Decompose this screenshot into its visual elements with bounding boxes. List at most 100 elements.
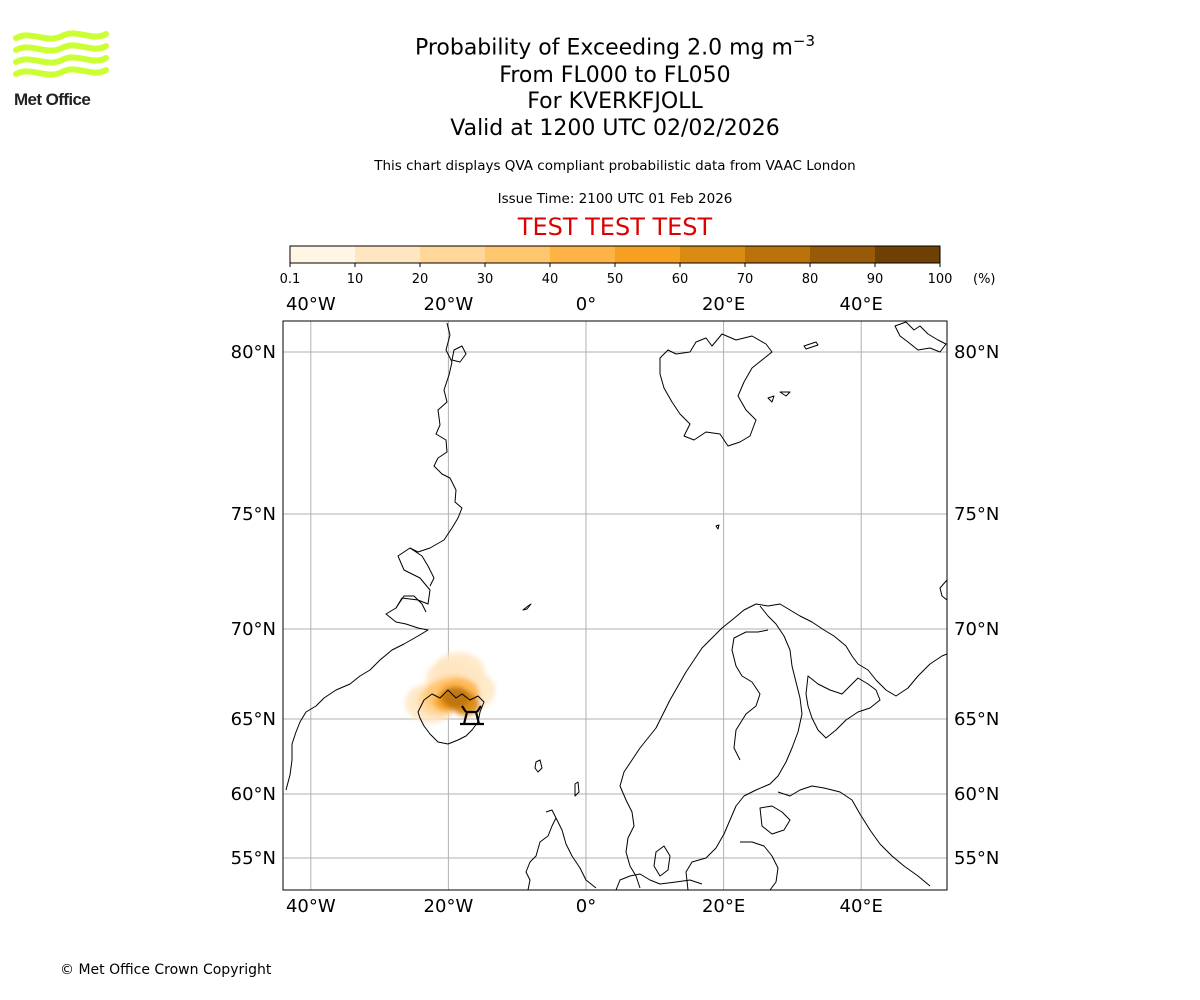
lat-label-left: 65°N xyxy=(231,709,276,730)
lat-label-left: 70°N xyxy=(231,619,276,640)
lat-label-right: 65°N xyxy=(954,709,999,730)
lat-label-right: 70°N xyxy=(954,619,999,640)
met-office-logo: Met Office xyxy=(12,28,112,118)
lon-label-bottom: 20°E xyxy=(702,896,745,917)
flight-level-range: From FL000 to FL050 xyxy=(499,63,731,88)
chart-title-exponent: −3 xyxy=(792,32,816,50)
coast-gulf-bothnia xyxy=(731,629,769,761)
coast-uk-east xyxy=(555,817,597,889)
latitude-labels-right: 80°N 75°N 70°N 65°N 60°N 55°N xyxy=(954,342,999,869)
coast-greenland-fjord-2 xyxy=(395,595,427,613)
coast-novaya-zemlya xyxy=(939,579,947,601)
colorbar-tick-label: 10 xyxy=(347,272,364,287)
colorbar-segment-8 xyxy=(810,246,876,263)
coastlines xyxy=(285,321,947,890)
coast-svalbard-east xyxy=(767,391,791,403)
lon-label-top: 40°W xyxy=(286,294,336,315)
test-banner: TEST TEST TEST xyxy=(517,213,713,241)
coast-greenland-fjord-1 xyxy=(409,547,435,587)
coast-bear-island xyxy=(715,524,720,530)
coast-jan-mayen xyxy=(522,603,532,611)
lat-label-left: 60°N xyxy=(231,784,276,805)
lat-label-right: 75°N xyxy=(954,504,999,525)
coast-kvitoya xyxy=(803,341,819,350)
coast-baltic xyxy=(685,605,803,890)
coast-faroe xyxy=(534,759,543,773)
copyright: © Met Office Crown Copyright xyxy=(60,962,272,978)
colorbar-segment-7 xyxy=(745,246,811,263)
colorbar-tick-label: 0.1 xyxy=(280,272,301,287)
lat-label-left: 55°N xyxy=(231,848,276,869)
colorbar-segment-1 xyxy=(355,246,421,263)
chart-title-text: Probability of Exceeding 2.0 mg m xyxy=(414,35,793,61)
latitude-labels-left: 80°N 75°N 70°N 65°N 60°N 55°N xyxy=(231,342,276,869)
colorbar-tick-label: 80 xyxy=(802,272,819,287)
colorbar-segment-5 xyxy=(615,246,681,263)
longitude-labels-bottom: 40°W 20°W 0° 20°E 40°E xyxy=(286,896,883,917)
logo-wave-1 xyxy=(13,42,109,54)
lon-label-top: 20°E xyxy=(702,294,745,315)
lon-label-top: 0° xyxy=(576,294,596,315)
colorbar-tick-label: 40 xyxy=(542,272,559,287)
colorbar-tick-label: 70 xyxy=(737,272,754,287)
lat-label-left: 75°N xyxy=(231,504,276,525)
map-frame xyxy=(282,320,948,891)
logo-wave-0 xyxy=(13,30,109,42)
coast-greenland-north xyxy=(451,345,467,363)
coast-shetland xyxy=(574,781,580,797)
colorbar-unit: (%) xyxy=(973,272,996,287)
colorbar-tick-label: 90 xyxy=(867,272,884,287)
colorbar-tick-labels: 0.1 10 20 30 40 50 60 70 80 90 100 xyxy=(280,263,953,287)
lon-label-bottom: 20°W xyxy=(424,896,474,917)
colorbar-segment-2 xyxy=(420,246,486,263)
coast-uk xyxy=(525,809,557,890)
probability-plume xyxy=(405,652,496,723)
colorbar-segment-9 xyxy=(875,246,941,263)
colorbar-segment-3 xyxy=(485,246,551,263)
coast-greenland xyxy=(285,322,463,791)
coast-estonia xyxy=(759,805,791,835)
logo-wordmark: Met Office xyxy=(14,90,91,109)
lat-label-left: 80°N xyxy=(231,342,276,363)
volcano-marker xyxy=(460,705,484,726)
logo-waves-icon xyxy=(13,30,109,78)
lat-label-right: 60°N xyxy=(954,784,999,805)
chart-title: Probability of Exceeding 2.0 mg m−3 xyxy=(315,28,915,61)
probability-colorbar xyxy=(289,245,941,264)
colorbar-tick-label: 60 xyxy=(672,272,689,287)
coast-iceland xyxy=(417,689,485,745)
colorbar-tick-label: 100 xyxy=(928,272,953,287)
issue-time: Issue Time: 2100 UTC 01 Feb 2026 xyxy=(497,191,733,207)
lat-label-right: 80°N xyxy=(954,342,999,363)
volcano-name: For KVERKFJOLL xyxy=(527,89,703,114)
coast-gulf-finland xyxy=(777,785,931,887)
lon-label-top: 40°E xyxy=(840,294,883,315)
lon-label-top: 20°W xyxy=(424,294,474,315)
lon-label-bottom: 40°W xyxy=(286,896,336,917)
lat-label-right: 55°N xyxy=(954,848,999,869)
lon-label-bottom: 40°E xyxy=(840,896,883,917)
colorbar-segment-0 xyxy=(290,246,356,263)
qva-note: This chart displays QVA compliant probab… xyxy=(374,158,856,174)
coast-scandinavia xyxy=(619,603,947,889)
logo-wave-3 xyxy=(13,66,109,78)
valid-time: Valid at 1200 UTC 02/02/2026 xyxy=(450,116,780,141)
volcano-icon xyxy=(460,705,484,726)
coast-baltic-states xyxy=(740,841,779,890)
coast-svalbard xyxy=(659,333,773,447)
colorbar-segment-6 xyxy=(680,246,746,263)
map-gridlines xyxy=(283,321,947,890)
colorbar-tick-label: 20 xyxy=(412,272,429,287)
lon-label-bottom: 0° xyxy=(576,896,596,917)
coast-kola xyxy=(805,675,881,739)
logo-wave-2 xyxy=(13,54,109,66)
coast-franz-josef xyxy=(894,321,947,353)
colorbar-tick-label: 30 xyxy=(477,272,494,287)
coast-germany xyxy=(615,873,703,890)
colorbar-segment-4 xyxy=(550,246,616,263)
map-background xyxy=(283,321,947,890)
coast-denmark xyxy=(653,845,671,877)
colorbar-tick-label: 50 xyxy=(607,272,624,287)
longitude-labels-top: 40°W 20°W 0° 20°E 40°E xyxy=(286,294,883,315)
